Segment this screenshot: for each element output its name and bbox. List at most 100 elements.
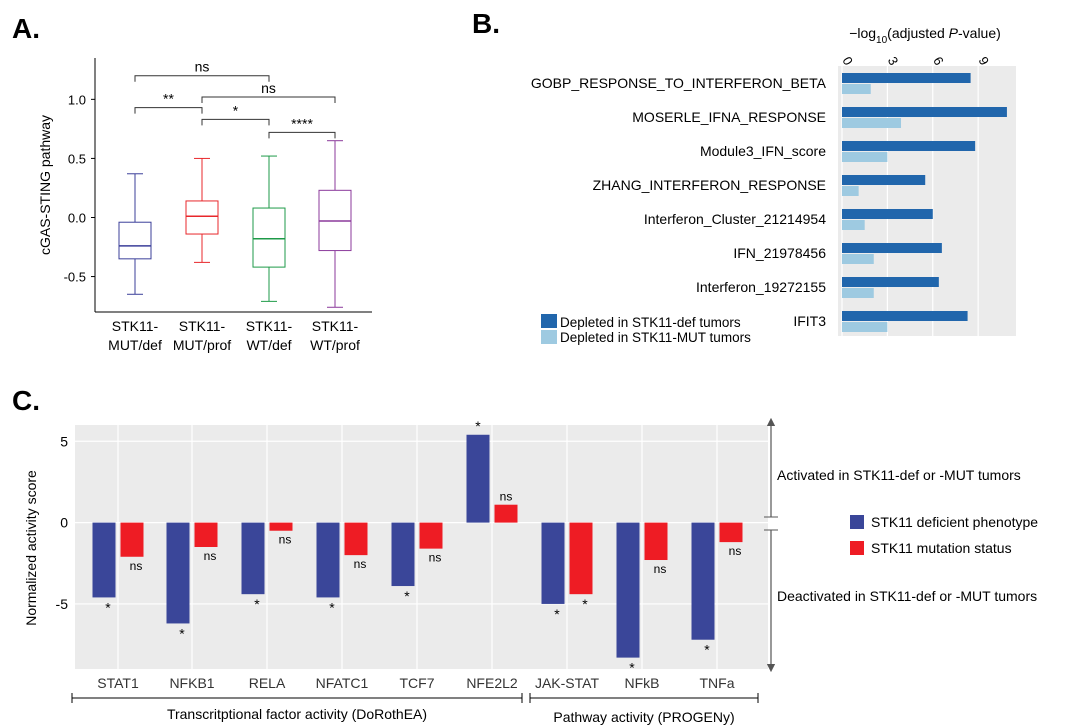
c-significance-label: ns bbox=[429, 551, 442, 565]
c-significance-label: ns bbox=[354, 557, 367, 571]
b-bar-mut bbox=[842, 288, 874, 298]
b-bar-mut bbox=[842, 254, 874, 264]
a-significance-bracket bbox=[134, 75, 270, 82]
a-significance-bracket bbox=[201, 118, 270, 126]
pathway-bracket-label: Pathway activity (PROGENy) bbox=[553, 709, 734, 725]
c-bar-def bbox=[541, 522, 565, 604]
a-significance-label: **** bbox=[291, 115, 313, 131]
a-x-label-line2: MUT/prof bbox=[173, 337, 231, 353]
b-bar-mut bbox=[842, 220, 865, 230]
panel-b-barchart: GOBP_RESPONSE_TO_INTERFERON_BETA MOSERLE_… bbox=[531, 25, 1016, 345]
b-x-axis-title: −log10(adjusted P-value) bbox=[849, 25, 1001, 46]
b-bar-def bbox=[842, 107, 1007, 117]
b-bar-def bbox=[842, 73, 971, 83]
b-bar-def bbox=[842, 311, 968, 321]
a-significance-bracket bbox=[201, 96, 336, 103]
b-x-tick-label: 0 bbox=[839, 54, 856, 68]
a-x-label-line2: MUT/def bbox=[108, 337, 162, 353]
c-x-tick-label: NFATC1 bbox=[316, 675, 369, 691]
c-bar-mut bbox=[569, 522, 593, 595]
b-category-label: IFN_21978456 bbox=[733, 245, 826, 261]
b-bar-mut bbox=[842, 152, 888, 162]
b-category-label: IFIT3 bbox=[793, 313, 826, 329]
c-significance-label: * bbox=[582, 596, 588, 612]
c-bar-def bbox=[616, 522, 640, 658]
a-x-label-line2: WT/prof bbox=[310, 337, 360, 353]
c-bar-def bbox=[316, 522, 340, 598]
a-y-tick-label: 1.0 bbox=[68, 92, 86, 107]
c-x-tick-label: STAT1 bbox=[97, 675, 139, 691]
c-bar-mut bbox=[344, 522, 368, 556]
c-significance-label: ns bbox=[279, 533, 292, 547]
c-bar-mut bbox=[194, 522, 218, 547]
a-x-label-line2: WT/def bbox=[246, 337, 291, 353]
c-bar-mut bbox=[719, 522, 743, 543]
c-significance-label: * bbox=[254, 596, 260, 612]
c-bar-mut bbox=[644, 522, 668, 561]
b-bar-def bbox=[842, 141, 976, 151]
c-x-tick-label: TNFa bbox=[700, 675, 735, 691]
a-x-label-line1: STK11- bbox=[312, 318, 359, 334]
b-bar-def bbox=[842, 243, 942, 253]
a-y-tick-label: 0.0 bbox=[68, 210, 86, 225]
panel-label-c: C. bbox=[12, 385, 40, 416]
c-significance-label: * bbox=[329, 599, 335, 615]
c-y-tick-label: -5 bbox=[56, 596, 69, 612]
b-category-label: MOSERLE_IFNA_RESPONSE bbox=[632, 109, 826, 125]
b-bar-def bbox=[842, 277, 939, 287]
b-bar-mut bbox=[842, 118, 902, 128]
a-box bbox=[252, 207, 286, 268]
a-significance-label: ** bbox=[163, 91, 174, 107]
b-category-label: Interferon_Cluster_21214954 bbox=[644, 211, 826, 227]
activated-annotation: Activated in STK11-def or -MUT tumors bbox=[777, 467, 1021, 483]
a-y-tick-label: -0.5 bbox=[64, 270, 86, 285]
c-significance-label: ns bbox=[729, 544, 742, 558]
c-legend-swatch-mut bbox=[850, 541, 864, 555]
panel-label-a: A. bbox=[12, 13, 40, 44]
tf-bracket-label: Transcritptional factor activity (DoRoth… bbox=[167, 706, 427, 722]
c-x-tick-label: RELA bbox=[249, 675, 286, 691]
a-box bbox=[185, 200, 219, 235]
b-bar-mut bbox=[842, 322, 888, 332]
b-category-label: Module3_IFN_score bbox=[700, 143, 826, 159]
c-significance-label: * bbox=[629, 660, 635, 676]
b-x-tick-label: 9 bbox=[976, 54, 993, 68]
panel-label-b: B. bbox=[472, 8, 500, 39]
deactivated-annotation: Deactivated in STK11-def or -MUT tumors bbox=[777, 588, 1037, 604]
c-x-tick-label: NFE2L2 bbox=[466, 675, 518, 691]
a-significance-bracket bbox=[268, 131, 336, 139]
panel-c-barchart: * ns * ns * ns * ns * ns * ns * * * ns * ns -5 0 5 STAT1 NFKB… bbox=[23, 418, 1038, 725]
c-bar-mut bbox=[419, 522, 443, 549]
c-bar-def bbox=[466, 434, 490, 523]
c-bar-mut bbox=[494, 504, 518, 523]
b-x-tick-label: 3 bbox=[885, 54, 902, 68]
b-bar-def bbox=[842, 209, 933, 219]
b-legend-swatch-def bbox=[541, 314, 557, 328]
c-x-tick-label: TCF7 bbox=[400, 675, 435, 691]
a-significance-label: * bbox=[233, 102, 239, 118]
a-significance-label: ns bbox=[261, 80, 276, 96]
c-significance-label: ns bbox=[654, 562, 667, 576]
a-y-axis-label: cGAS-STING pathway bbox=[37, 115, 53, 255]
a-significance-bracket bbox=[134, 107, 203, 114]
c-bar-def bbox=[391, 522, 415, 587]
c-legend-label-mut: STK11 mutation status bbox=[871, 540, 1012, 556]
c-y-tick-label: 0 bbox=[60, 515, 68, 531]
b-category-label: ZHANG_INTERFERON_RESPONSE bbox=[593, 177, 826, 193]
c-significance-label: * bbox=[704, 642, 710, 658]
c-bar-def bbox=[241, 522, 265, 595]
c-legend-label-def: STK11 deficient phenotype bbox=[871, 514, 1038, 530]
c-significance-label: * bbox=[554, 606, 560, 622]
c-x-tick-label: JAK-STAT bbox=[535, 675, 599, 691]
a-y-tick-label: 0.5 bbox=[68, 151, 86, 166]
b-legend-label-mut: Depleted in STK11-MUT tumors bbox=[560, 330, 751, 345]
a-x-label-line1: STK11- bbox=[179, 318, 226, 334]
c-significance-label: * bbox=[179, 625, 185, 641]
b-legend-swatch-mut bbox=[541, 330, 557, 344]
c-bar-def bbox=[166, 522, 190, 624]
b-legend-label-def: Depleted in STK11-def tumors bbox=[560, 315, 741, 330]
b-category-label: GOBP_RESPONSE_TO_INTERFERON_BETA bbox=[531, 75, 827, 91]
c-y-tick-label: 5 bbox=[60, 433, 68, 449]
b-bar-def bbox=[842, 175, 926, 185]
